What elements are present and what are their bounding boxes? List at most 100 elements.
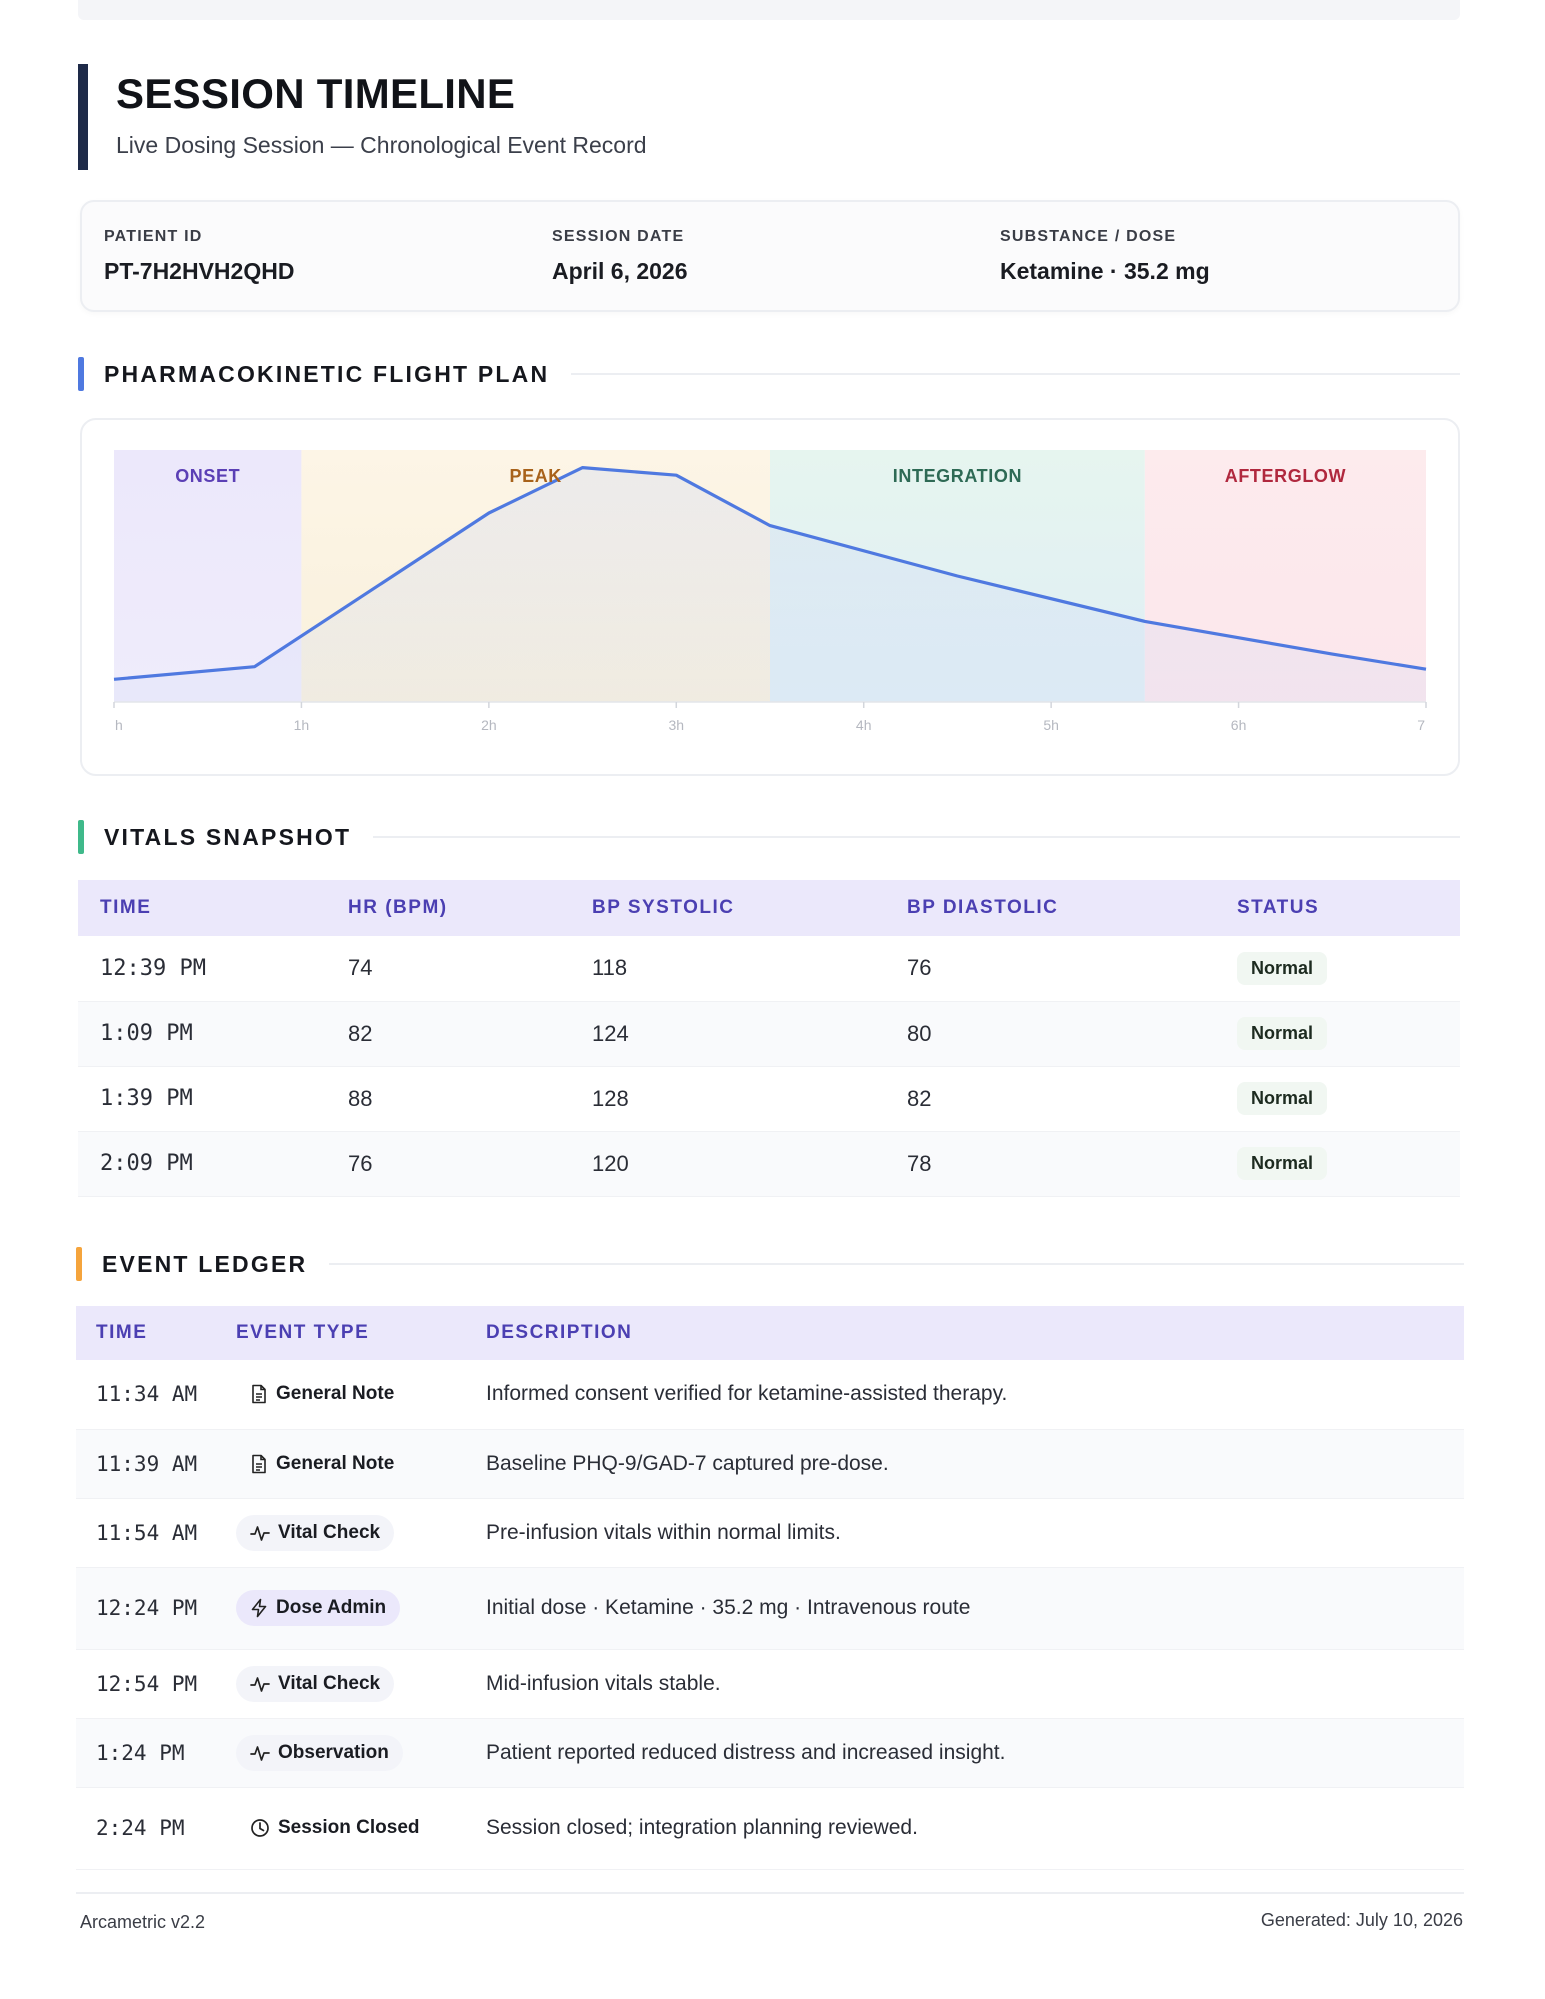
curve-area [114,467,1426,702]
event-ledger-table: TIME EVENT TYPE DESCRIPTION 11:34 AM Gen… [76,1306,1464,1870]
pulse-icon [250,1525,270,1541]
table-row: 12:24 PM Dose Admin Initial dose · Ketam… [76,1567,1464,1650]
event-description: Session closed; integration planning rev… [466,1787,1464,1870]
table-row: 1:39 PM 88 128 82 Normal [78,1066,1460,1132]
event-time: 11:34 AM [76,1360,216,1430]
event-type-badge: General Note [236,1446,408,1482]
vital-time: 12:39 PM [78,936,326,1002]
phase-label-integration: INTEGRATION [893,466,1022,486]
patient-id-label: PATIENT ID [104,228,203,245]
col-bp-systolic: BP SYSTOLIC [592,897,735,918]
vital-hr: 82 [326,1001,570,1067]
vital-hr: 76 [326,1131,570,1197]
section-flight-plan: PHARMACOKINETIC FLIGHT PLAN [78,357,1460,391]
section-accent-bar [78,357,84,391]
event-time: 11:54 AM [76,1498,216,1568]
section-vitals: VITALS SNAPSHOT [78,820,1460,854]
substance-label: SUBSTANCE / DOSE [1000,228,1177,245]
event-time: 12:24 PM [76,1567,216,1650]
status-badge: Normal [1237,1147,1328,1180]
event-time: 2:24 PM [76,1787,216,1870]
event-type-badge: Vital Check [236,1514,395,1551]
col-hr: HR (BPM) [348,897,448,918]
app-version: Arcametric v2.2 [80,1912,206,1932]
section-divider [571,373,1460,375]
col-event-type: EVENT TYPE [236,1322,370,1343]
table-row: 11:54 AM Vital Check Pre-infusion vitals… [76,1498,1464,1568]
vital-diastolic: 80 [885,1001,1215,1067]
event-type-label: Vital Check [278,1521,381,1543]
event-description: Initial dose · Ketamine · 35.2 mg · Intr… [466,1567,1464,1650]
event-time: 12:54 PM [76,1649,216,1719]
vital-systolic: 128 [570,1066,885,1132]
event-type-label: Session Closed [278,1817,420,1838]
event-type-label: Vital Check [278,1672,381,1694]
vital-diastolic: 78 [885,1131,1215,1197]
event-type-label: General Note [276,1383,395,1405]
table-row: 2:24 PM Session Closed Session closed; i… [76,1787,1464,1870]
patient-id-value: PT-7H2HVH2QHD [104,258,295,284]
footer-divider [76,1892,1464,1894]
vital-time: 1:09 PM [78,1001,326,1067]
event-type-badge: Dose Admin [236,1590,401,1626]
x-tick-label: 2h [481,717,497,733]
table-row: 11:34 AM General Note Informed consent v… [76,1360,1464,1430]
vitals-header-row: TIME HR (BPM) BP SYSTOLIC BP DIASTOLIC S… [78,880,1460,936]
pulse-icon [250,1745,270,1761]
generated-date: Generated: July 10, 2026 [1260,1910,1463,1930]
vital-status-cell: Normal [1215,936,1460,1002]
substance-field: SUBSTANCE / DOSE Ketamine · 35.2 mg [1000,228,1210,285]
table-row: 1:09 PM 82 124 80 Normal [78,1001,1460,1067]
x-tick-label: 5h [1043,717,1059,733]
section-ledger: EVENT LEDGER [76,1247,1464,1281]
event-type-cell: General Note [216,1429,466,1499]
x-tick-label: 4h [856,717,872,733]
section-ledger-title: EVENT LEDGER [102,1250,308,1277]
event-description: Pre-infusion vitals within normal limits… [466,1498,1464,1568]
x-tick-label: 7 [1417,717,1425,733]
pk-chart-card: h 1h 2h 3h 4h 5h 6h 7 ONSET PEAK INTEGRATION AFTER… [80,418,1460,776]
section-vitals-title: VITALS SNAPSHOT [104,823,352,850]
x-tick-label: 6h [1231,717,1247,733]
session-date-value: April 6, 2026 [552,258,688,284]
page-subtitle: Live Dosing Session — Chronological Even… [116,132,647,158]
vital-systolic: 124 [570,1001,885,1067]
page-title: SESSION TIMELINE [116,70,516,117]
concentration-line [113,466,1427,681]
col-description: DESCRIPTION [486,1322,633,1343]
event-type-label: Observation [278,1741,389,1763]
vital-time: 2:09 PM [78,1131,326,1197]
status-badge: Normal [1237,1017,1328,1050]
vital-status-cell: Normal [1215,1001,1460,1067]
event-description: Patient reported reduced distress and in… [466,1718,1464,1788]
x-tick-label: h [115,717,123,733]
section-divider [329,1263,1464,1265]
table-row: 1:24 PM Observation Patient reported red… [76,1718,1464,1788]
top-strip [78,0,1460,20]
status-badge: Normal [1237,1082,1328,1115]
status-badge: Normal [1237,951,1328,985]
session-date-field: SESSION DATE April 6, 2026 [552,228,688,285]
section-divider [373,836,1460,838]
section-accent-bar [78,820,84,854]
table-row: 11:39 AM General Note Baseline PHQ-9/GAD… [76,1429,1464,1499]
event-type-badge: General Note [236,1376,408,1412]
event-type-cell: General Note [216,1360,466,1430]
table-row: 12:39 PM 74 118 76 Normal [78,936,1460,1002]
col-time: TIME [96,1322,148,1343]
vital-status-cell: Normal [1215,1066,1460,1132]
col-status: STATUS [1237,897,1320,918]
document-icon [252,1454,266,1473]
pk-flight-plan-chart: h 1h 2h 3h 4h 5h 6h 7 ONSET PEAK INTEGRATION AFTER… [113,450,1427,733]
section-accent-bar [76,1247,82,1281]
event-time: 11:39 AM [76,1429,216,1499]
col-bp-diastolic: BP DIASTOLIC [907,897,1059,918]
vital-time: 1:39 PM [78,1066,326,1132]
substance-value: Ketamine · 35.2 mg [1000,258,1210,284]
col-time: TIME [100,897,152,918]
vital-systolic: 120 [570,1131,885,1197]
event-type-cell: Dose Admin [216,1567,466,1650]
patient-id-field: PATIENT ID PT-7H2HVH2QHD [104,228,294,285]
table-row: 2:09 PM 76 120 78 Normal [78,1131,1460,1197]
table-row: 12:54 PM Vital Check Mid-infusion vitals… [76,1649,1464,1719]
